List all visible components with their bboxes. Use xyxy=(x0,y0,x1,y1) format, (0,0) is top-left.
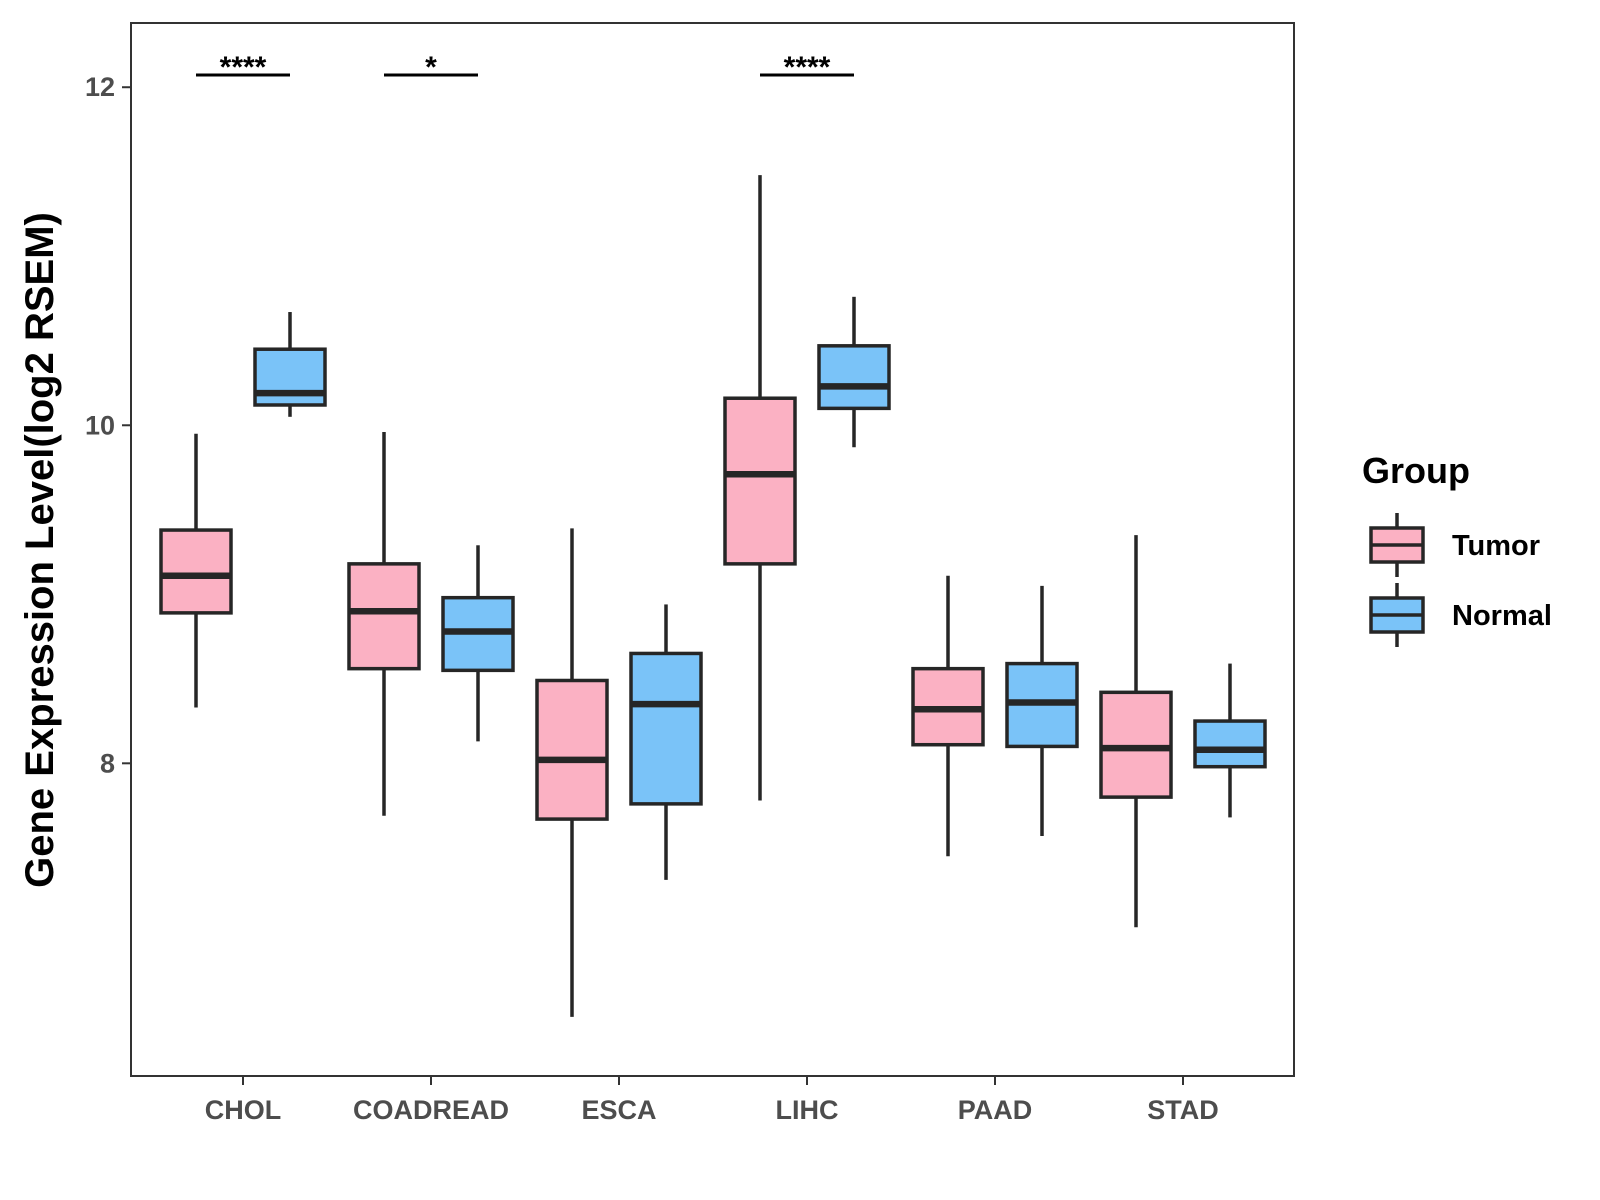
box-tumor-coadread xyxy=(347,562,421,671)
significance-label-coadread: * xyxy=(425,51,437,84)
box-normal-lihc xyxy=(817,344,891,411)
y-tick-label: 10 xyxy=(85,410,115,440)
x-tick-label-esca: ESCA xyxy=(581,1095,656,1125)
y-axis-title: Gene Expression Level(log2 RSEM) xyxy=(18,212,62,888)
significance-label-lihc: **** xyxy=(784,51,831,84)
box-tumor-lihc xyxy=(723,396,797,566)
legend-label-tumor: Tumor xyxy=(1452,530,1540,562)
box-normal-esca xyxy=(629,651,703,806)
box-normal-stad xyxy=(1193,719,1267,769)
x-tick-label-paad: PAAD xyxy=(958,1095,1033,1125)
y-tick-label: 8 xyxy=(100,748,115,778)
box-tumor-chol xyxy=(159,528,233,615)
box-normal-chol xyxy=(253,347,327,407)
y-tick-label: 12 xyxy=(85,72,115,102)
x-tick-label-coadread: COADREAD xyxy=(353,1095,509,1125)
x-tick-label-lihc: LIHC xyxy=(776,1095,839,1125)
legend-title: Group xyxy=(1362,450,1470,491)
plot-panel-border xyxy=(130,22,1295,1077)
x-tick-label-chol: CHOL xyxy=(205,1095,282,1125)
legend-label-normal: Normal xyxy=(1452,600,1552,632)
box-tumor-esca xyxy=(535,678,609,821)
box-tumor-stad xyxy=(1099,690,1173,799)
x-tick-label-stad: STAD xyxy=(1147,1095,1219,1125)
significance-label-chol: **** xyxy=(220,51,267,84)
